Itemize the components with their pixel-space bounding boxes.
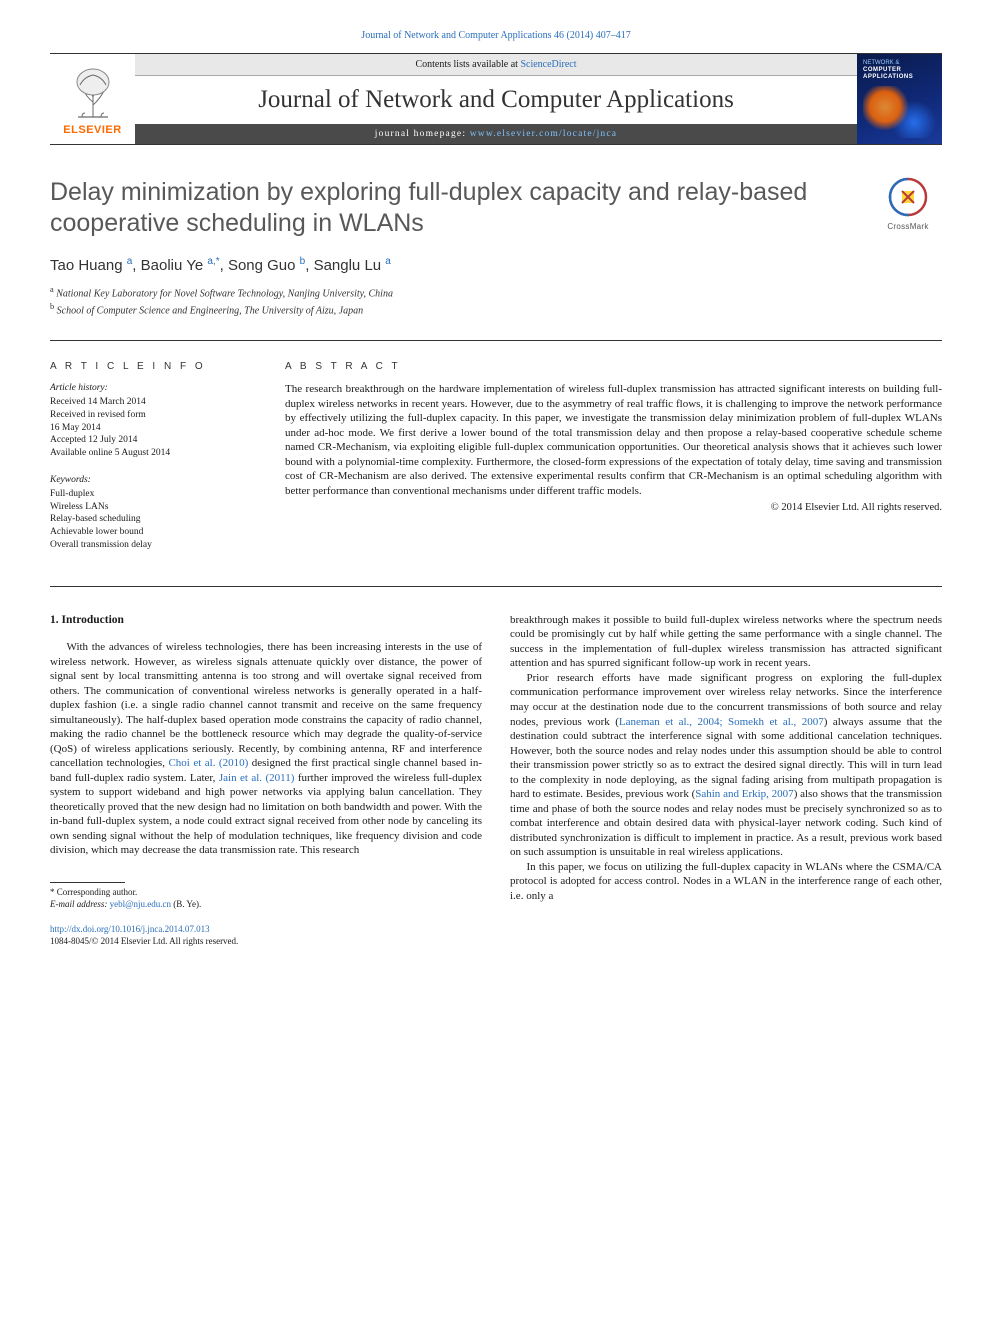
body-paragraph: breakthrough makes it possible to build … — [510, 613, 942, 671]
body-columns: 1. Introduction With the advances of wir… — [50, 613, 942, 948]
citation-link[interactable]: Jain et al. (2011) — [219, 772, 295, 784]
sciencedirect-link[interactable]: ScienceDirect — [520, 59, 576, 70]
crossmark-badge[interactable]: CrossMark — [874, 177, 942, 231]
author-email-link[interactable]: yebl@nju.edu.cn — [110, 899, 171, 909]
abstract-body: The research breakthrough on the hardwar… — [285, 382, 942, 498]
history-line: Received 14 March 2014 — [50, 396, 255, 409]
article-info-heading: A R T I C L E I N F O — [50, 361, 255, 372]
header-middle: Contents lists available at ScienceDirec… — [135, 54, 857, 144]
elsevier-tree-icon — [68, 67, 118, 122]
running-head: Journal of Network and Computer Applicat… — [50, 30, 942, 41]
abstract: A B S T R A C T The research breakthroug… — [285, 361, 942, 566]
right-column: breakthrough makes it possible to build … — [510, 613, 942, 948]
history-line: 16 May 2014 — [50, 422, 255, 435]
doi-block: http://dx.doi.org/10.1016/j.jnca.2014.07… — [50, 924, 482, 947]
keywords-label: Keywords: — [50, 474, 255, 487]
meta-rule — [50, 340, 942, 341]
issn-copyright: 1084-8045/© 2014 Elsevier Ltd. All right… — [50, 936, 238, 946]
meta-row: A R T I C L E I N F O Article history: R… — [50, 361, 942, 566]
article-history: Article history: Received 14 March 2014R… — [50, 382, 255, 460]
left-column: 1. Introduction With the advances of wir… — [50, 613, 482, 948]
keyword: Overall transmission delay — [50, 539, 255, 552]
article-title: Delay minimization by exploring full-dup… — [50, 177, 862, 240]
article-info: A R T I C L E I N F O Article history: R… — [50, 361, 255, 566]
publisher-logo: ELSEVIER — [50, 54, 135, 144]
crossmark-label: CrossMark — [874, 222, 942, 231]
abstract-copyright: © 2014 Elsevier Ltd. All rights reserved… — [285, 502, 942, 513]
affiliation: a National Key Laboratory for Novel Soft… — [50, 284, 942, 301]
corresponding-author: * Corresponding author. — [50, 887, 482, 899]
keyword: Wireless LANs — [50, 501, 255, 514]
keywords-block: Keywords: Full-duplexWireless LANsRelay-… — [50, 474, 255, 552]
journal-header: ELSEVIER Contents lists available at Sci… — [50, 54, 942, 145]
keyword: Full-duplex — [50, 488, 255, 501]
citation-link[interactable]: Choi et al. (2010) — [168, 757, 248, 769]
keyword: Relay-based scheduling — [50, 513, 255, 526]
affiliation: b School of Computer Science and Enginee… — [50, 301, 942, 318]
footnotes: * Corresponding author. E-mail address: … — [50, 887, 482, 910]
homepage-prefix: journal homepage: — [375, 129, 470, 139]
homepage-bar: journal homepage: www.elsevier.com/locat… — [135, 124, 857, 144]
running-head-link[interactable]: Journal of Network and Computer Applicat… — [361, 30, 630, 41]
cover-text: NETWORK & COMPUTER APPLICATIONS — [863, 60, 936, 82]
citation-link[interactable]: Laneman et al., 2004; Somekh et al., 200… — [619, 716, 824, 728]
doi-link[interactable]: http://dx.doi.org/10.1016/j.jnca.2014.07… — [50, 924, 210, 934]
body-paragraph: Prior research efforts have made signifi… — [510, 671, 942, 860]
journal-title-wrap: Journal of Network and Computer Applicat… — [135, 76, 857, 124]
homepage-link[interactable]: www.elsevier.com/locate/jnca — [470, 129, 617, 139]
title-row: Delay minimization by exploring full-dup… — [50, 177, 942, 240]
citation-link[interactable]: Sahin and Erkip, 2007 — [695, 788, 793, 800]
cover-art — [863, 86, 936, 138]
affiliations: a National Key Laboratory for Novel Soft… — [50, 284, 942, 319]
history-line: Received in revised form — [50, 409, 255, 422]
journal-title: Journal of Network and Computer Applicat… — [258, 86, 734, 114]
journal-cover-thumbnail: NETWORK & COMPUTER APPLICATIONS — [857, 54, 942, 144]
history-line: Accepted 12 July 2014 — [50, 434, 255, 447]
contents-bar: Contents lists available at ScienceDirec… — [135, 54, 857, 76]
contents-prefix: Contents lists available at — [415, 59, 520, 70]
publisher-name: ELSEVIER — [63, 124, 121, 136]
email-line: E-mail address: yebl@nju.edu.cn (B. Ye). — [50, 899, 482, 911]
body-paragraph: With the advances of wireless technologi… — [50, 640, 482, 858]
abstract-heading: A B S T R A C T — [285, 361, 942, 372]
footnote-rule — [50, 882, 125, 883]
history-line: Available online 5 August 2014 — [50, 447, 255, 460]
section-1-heading: 1. Introduction — [50, 613, 482, 628]
author-list: Tao Huang a, Baoliu Ye a,*, Song Guo b, … — [50, 256, 942, 274]
body-paragraph: In this paper, we focus on utilizing the… — [510, 860, 942, 904]
crossmark-icon — [888, 177, 928, 217]
body-rule — [50, 586, 942, 587]
history-label: Article history: — [50, 382, 255, 395]
keyword: Achievable lower bound — [50, 526, 255, 539]
